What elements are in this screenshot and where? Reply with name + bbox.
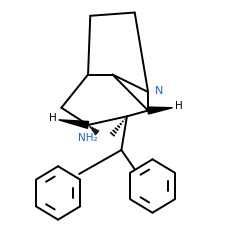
Text: H: H — [175, 101, 183, 111]
Text: N: N — [155, 86, 163, 96]
Polygon shape — [59, 120, 89, 128]
Text: H: H — [49, 113, 56, 123]
Polygon shape — [148, 107, 173, 114]
Text: NH₂: NH₂ — [79, 133, 98, 143]
